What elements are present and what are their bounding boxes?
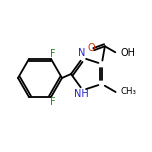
Text: CH₃: CH₃ (121, 88, 137, 97)
Text: F: F (50, 97, 56, 107)
Text: F: F (50, 49, 56, 59)
Text: O: O (88, 43, 96, 53)
Text: NH: NH (74, 89, 88, 99)
Text: N: N (78, 48, 85, 58)
Text: OH: OH (120, 48, 135, 58)
